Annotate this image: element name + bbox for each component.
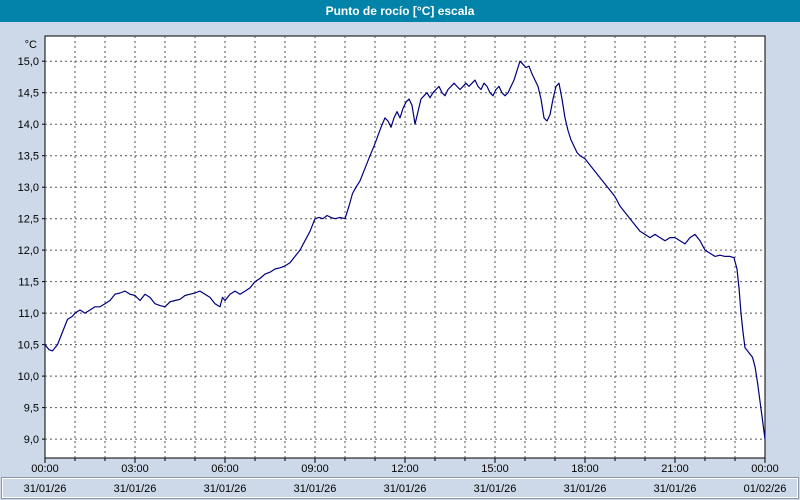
dewpoint-line-chart: °C 9,0 9,5 10,0 10,5 11,0 11,5 12,0 12,5 13,0 13,5…	[1, 35, 799, 499]
chart-title: Punto de rocío [°C] escala	[325, 4, 475, 18]
x-date-label: 31/01/26	[384, 483, 427, 495]
dewpoint-series-line	[44, 60, 766, 440]
date-axis-panel-highlight	[2, 478, 798, 498]
chart-title-bar: Punto de rocío [°C] escala	[0, 0, 800, 22]
x-date-label: 31/01/26	[294, 483, 337, 495]
x-time-label: 12:00	[391, 463, 419, 475]
y-tick-label: 15,0	[18, 56, 39, 68]
x-time-label: 18:00	[571, 463, 599, 475]
x-date-label: 31/01/26	[474, 483, 517, 495]
x-date-label: 31/01/26	[654, 483, 697, 495]
y-tick-label: 9,5	[24, 403, 39, 415]
y-tick-label: 10,0	[18, 371, 39, 383]
date-axis-panel	[1, 477, 799, 499]
y-tick-label: 14,0	[18, 119, 39, 131]
x-time-label: 06:00	[211, 463, 239, 475]
y-axis-unit-label: °C	[25, 39, 37, 51]
x-date-label: 31/01/26	[204, 483, 247, 495]
x-time-label: 09:00	[301, 463, 329, 475]
x-time-label: 00:00	[751, 463, 779, 475]
x-date-label: 01/02/26	[744, 483, 787, 495]
y-tick-label: 13,5	[18, 151, 39, 163]
y-tick-label: 12,5	[18, 214, 39, 226]
y-tick-label: 9,0	[24, 434, 39, 446]
x-date-label: 31/01/26	[564, 483, 607, 495]
x-date-label: 31/01/26	[114, 483, 157, 495]
y-tick-label: 12,0	[18, 245, 39, 257]
x-time-label: 15:00	[481, 463, 509, 475]
x-date-label: 31/01/26	[24, 483, 67, 495]
y-tick-label: 10,5	[18, 340, 39, 352]
y-tick-label: 11,0	[18, 308, 39, 320]
x-time-label: 00:00	[31, 463, 59, 475]
x-time-label: 03:00	[121, 463, 149, 475]
x-time-label: 21:00	[661, 463, 689, 475]
y-tick-label: 13,0	[18, 182, 39, 194]
y-tick-label: 14,5	[18, 88, 39, 100]
y-tick-label: 11,5	[18, 277, 39, 289]
